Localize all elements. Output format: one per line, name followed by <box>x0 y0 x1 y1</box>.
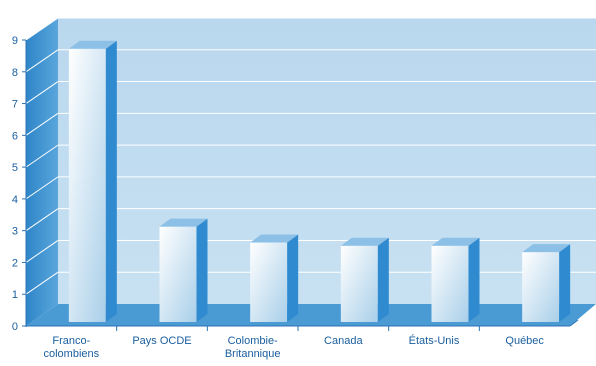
y-tick-label: 3 <box>12 226 18 238</box>
gridline-side <box>25 49 59 73</box>
axes <box>22 39 579 331</box>
x-tick-label: colombiens <box>44 348 100 360</box>
x-axis-end <box>569 319 579 327</box>
bars <box>68 40 571 322</box>
bar-front <box>431 245 469 322</box>
y-tick-label: 8 <box>12 67 18 79</box>
gridline-side <box>25 112 59 136</box>
bar-side <box>196 218 208 322</box>
bar-top <box>431 237 480 246</box>
x-tick-label: Franco- <box>52 335 90 347</box>
bar <box>522 244 571 322</box>
bar-front <box>159 226 197 322</box>
bar-side <box>559 244 571 322</box>
gridline-side <box>25 81 59 104</box>
bar-side <box>105 40 117 322</box>
bar <box>340 237 389 322</box>
bar <box>250 234 299 322</box>
bar-front <box>522 252 560 322</box>
side-wall <box>26 18 58 326</box>
gridline-side <box>25 144 59 168</box>
bar <box>431 237 480 322</box>
gridline-side <box>25 176 59 200</box>
y-tick-label: 2 <box>12 257 18 269</box>
back-wall <box>58 18 596 304</box>
y-tick-label: 9 <box>12 35 18 47</box>
y-tick-label: 1 <box>12 289 18 301</box>
x-tick-label: Québec <box>505 335 544 347</box>
y-tick-label: 4 <box>12 194 18 206</box>
bar-top <box>522 244 571 253</box>
bar-front <box>68 48 106 322</box>
x-tick-label: Pays OCDE <box>132 335 191 347</box>
gridline-side <box>25 17 59 41</box>
bar <box>159 218 208 322</box>
x-tick-label: Colombie- <box>228 335 278 347</box>
bar-top <box>340 237 389 246</box>
gridline-side <box>25 271 59 295</box>
bar-side <box>377 237 389 322</box>
y-tick-label: 5 <box>12 162 18 174</box>
gridlines <box>25 17 596 295</box>
x-tick-label: Canada <box>324 335 363 347</box>
y-tick-label: 0 <box>12 321 18 333</box>
y-tick-label: 7 <box>12 99 18 111</box>
bar-side <box>287 234 299 322</box>
gridline-side <box>25 240 59 263</box>
bar <box>68 40 117 322</box>
x-tick-label: États-Unis <box>409 334 460 347</box>
bar-top <box>68 40 117 49</box>
bar-front <box>250 242 288 322</box>
y-tick-label: 6 <box>12 130 18 142</box>
gridline-side <box>25 208 59 232</box>
bar-top <box>250 234 299 243</box>
bar-front <box>340 245 378 322</box>
labels: 0 1 2 3 4 5 6 7 8 9 Franco-colombiens Pays OCDE Colo… <box>12 35 545 360</box>
bar-top <box>159 218 208 227</box>
bar-side <box>468 237 480 322</box>
x-tick-label: Britannique <box>225 348 281 360</box>
